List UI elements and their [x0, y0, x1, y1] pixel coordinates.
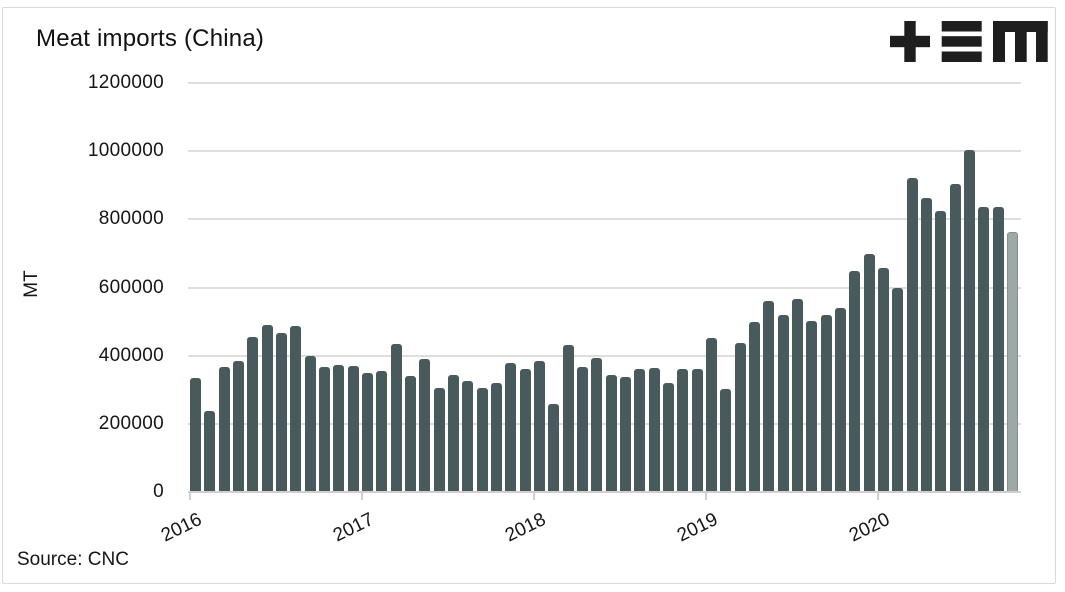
- bar-2017-11: [505, 362, 517, 492]
- bar-2017-08: [462, 380, 474, 492]
- bar-2018-03: [562, 345, 574, 492]
- bar-2019-01: [705, 338, 717, 492]
- m-icon: [993, 21, 1048, 62]
- plus-icon: [890, 21, 930, 62]
- bar-2018-02: [548, 403, 560, 492]
- bar-2020-06: [949, 184, 961, 492]
- bar-2018-10: [662, 382, 674, 492]
- gridline: [188, 286, 1021, 289]
- bar-2019-04: [748, 321, 760, 492]
- bar-2019-05: [763, 301, 775, 492]
- bar-2020-01: [877, 267, 889, 492]
- y-tick-label: 800000: [98, 208, 164, 230]
- bar-2020-10: [1006, 231, 1018, 492]
- bar-2016-02: [204, 411, 216, 492]
- bar-2018-11: [677, 369, 689, 492]
- bar-2019-08: [806, 320, 818, 492]
- y-tick-label: 600000: [98, 276, 164, 298]
- bar-2016-10: [319, 366, 330, 492]
- chart-title: Meat imports (China): [36, 25, 265, 52]
- bar-2019-03: [734, 343, 746, 492]
- bar-2017-09: [476, 387, 488, 492]
- bar-2020-07: [963, 149, 975, 492]
- bar-2016-04: [233, 361, 244, 492]
- x-tick: [704, 493, 707, 500]
- bar-2018-05: [591, 358, 603, 492]
- bar-2020-08: [978, 207, 990, 492]
- gridline: [188, 354, 1021, 357]
- x-tick: [361, 493, 363, 500]
- y-tick-label: 200000: [98, 412, 164, 434]
- bar-2018-12: [691, 369, 703, 492]
- tem-logo: [890, 21, 1048, 62]
- gridline: [188, 82, 1021, 84]
- x-tick: [876, 493, 879, 500]
- bar-2017-05: [419, 359, 431, 492]
- gridline: [188, 422, 1021, 425]
- bar-2016-05: [247, 336, 259, 492]
- bar-2020-04: [920, 197, 932, 492]
- bar-2018-04: [576, 366, 588, 492]
- bar-2020-02: [892, 287, 904, 492]
- gridline: [188, 218, 1021, 221]
- bar-2018-07: [619, 376, 631, 492]
- y-tick-label: 1200000: [87, 72, 164, 93]
- bar-2018-01: [533, 360, 545, 492]
- bar-2018-06: [605, 374, 617, 492]
- bar-2016-07: [276, 333, 287, 492]
- bar-2019-02: [720, 389, 732, 492]
- bar-2017-01: [362, 372, 373, 492]
- bar-2019-10: [834, 307, 846, 492]
- x-tick: [189, 493, 191, 500]
- bar-2020-03: [906, 178, 918, 492]
- bar-2019-06: [777, 314, 789, 492]
- bar-2017-12: [519, 369, 531, 492]
- y-tick-label: 0: [153, 481, 164, 502]
- bar-2017-06: [433, 388, 445, 492]
- gridline: [188, 150, 1021, 153]
- bar-2017-03: [390, 344, 402, 492]
- y-tick-label: 1000000: [87, 140, 164, 162]
- bar-2020-09: [992, 207, 1004, 492]
- bar-2017-10: [490, 383, 502, 492]
- bar-2019-07: [791, 299, 803, 492]
- y-tick-label: 400000: [98, 344, 164, 366]
- bar-2016-06: [261, 324, 273, 492]
- y-axis-label: MT: [21, 270, 42, 298]
- bar-2017-07: [447, 375, 459, 492]
- bar-2016-01: [190, 377, 201, 492]
- bar-2018-09: [648, 367, 660, 492]
- bar-2017-04: [404, 375, 416, 492]
- bar-2019-12: [863, 253, 875, 492]
- bar-2020-05: [935, 210, 947, 492]
- bar-2018-08: [634, 369, 646, 492]
- bar-2019-09: [820, 315, 832, 492]
- bar-2017-02: [376, 370, 388, 492]
- bar-2019-11: [849, 271, 861, 492]
- x-axis-line: [188, 491, 1021, 493]
- source-label: Source: CNC: [17, 549, 129, 570]
- bar-2016-03: [218, 366, 230, 492]
- triple-bar-icon: [941, 21, 982, 62]
- bar-2016-09: [304, 356, 316, 492]
- bar-2016-12: [347, 365, 359, 492]
- x-tick: [532, 493, 535, 500]
- bar-2016-11: [333, 364, 345, 492]
- bar-2016-08: [290, 326, 302, 492]
